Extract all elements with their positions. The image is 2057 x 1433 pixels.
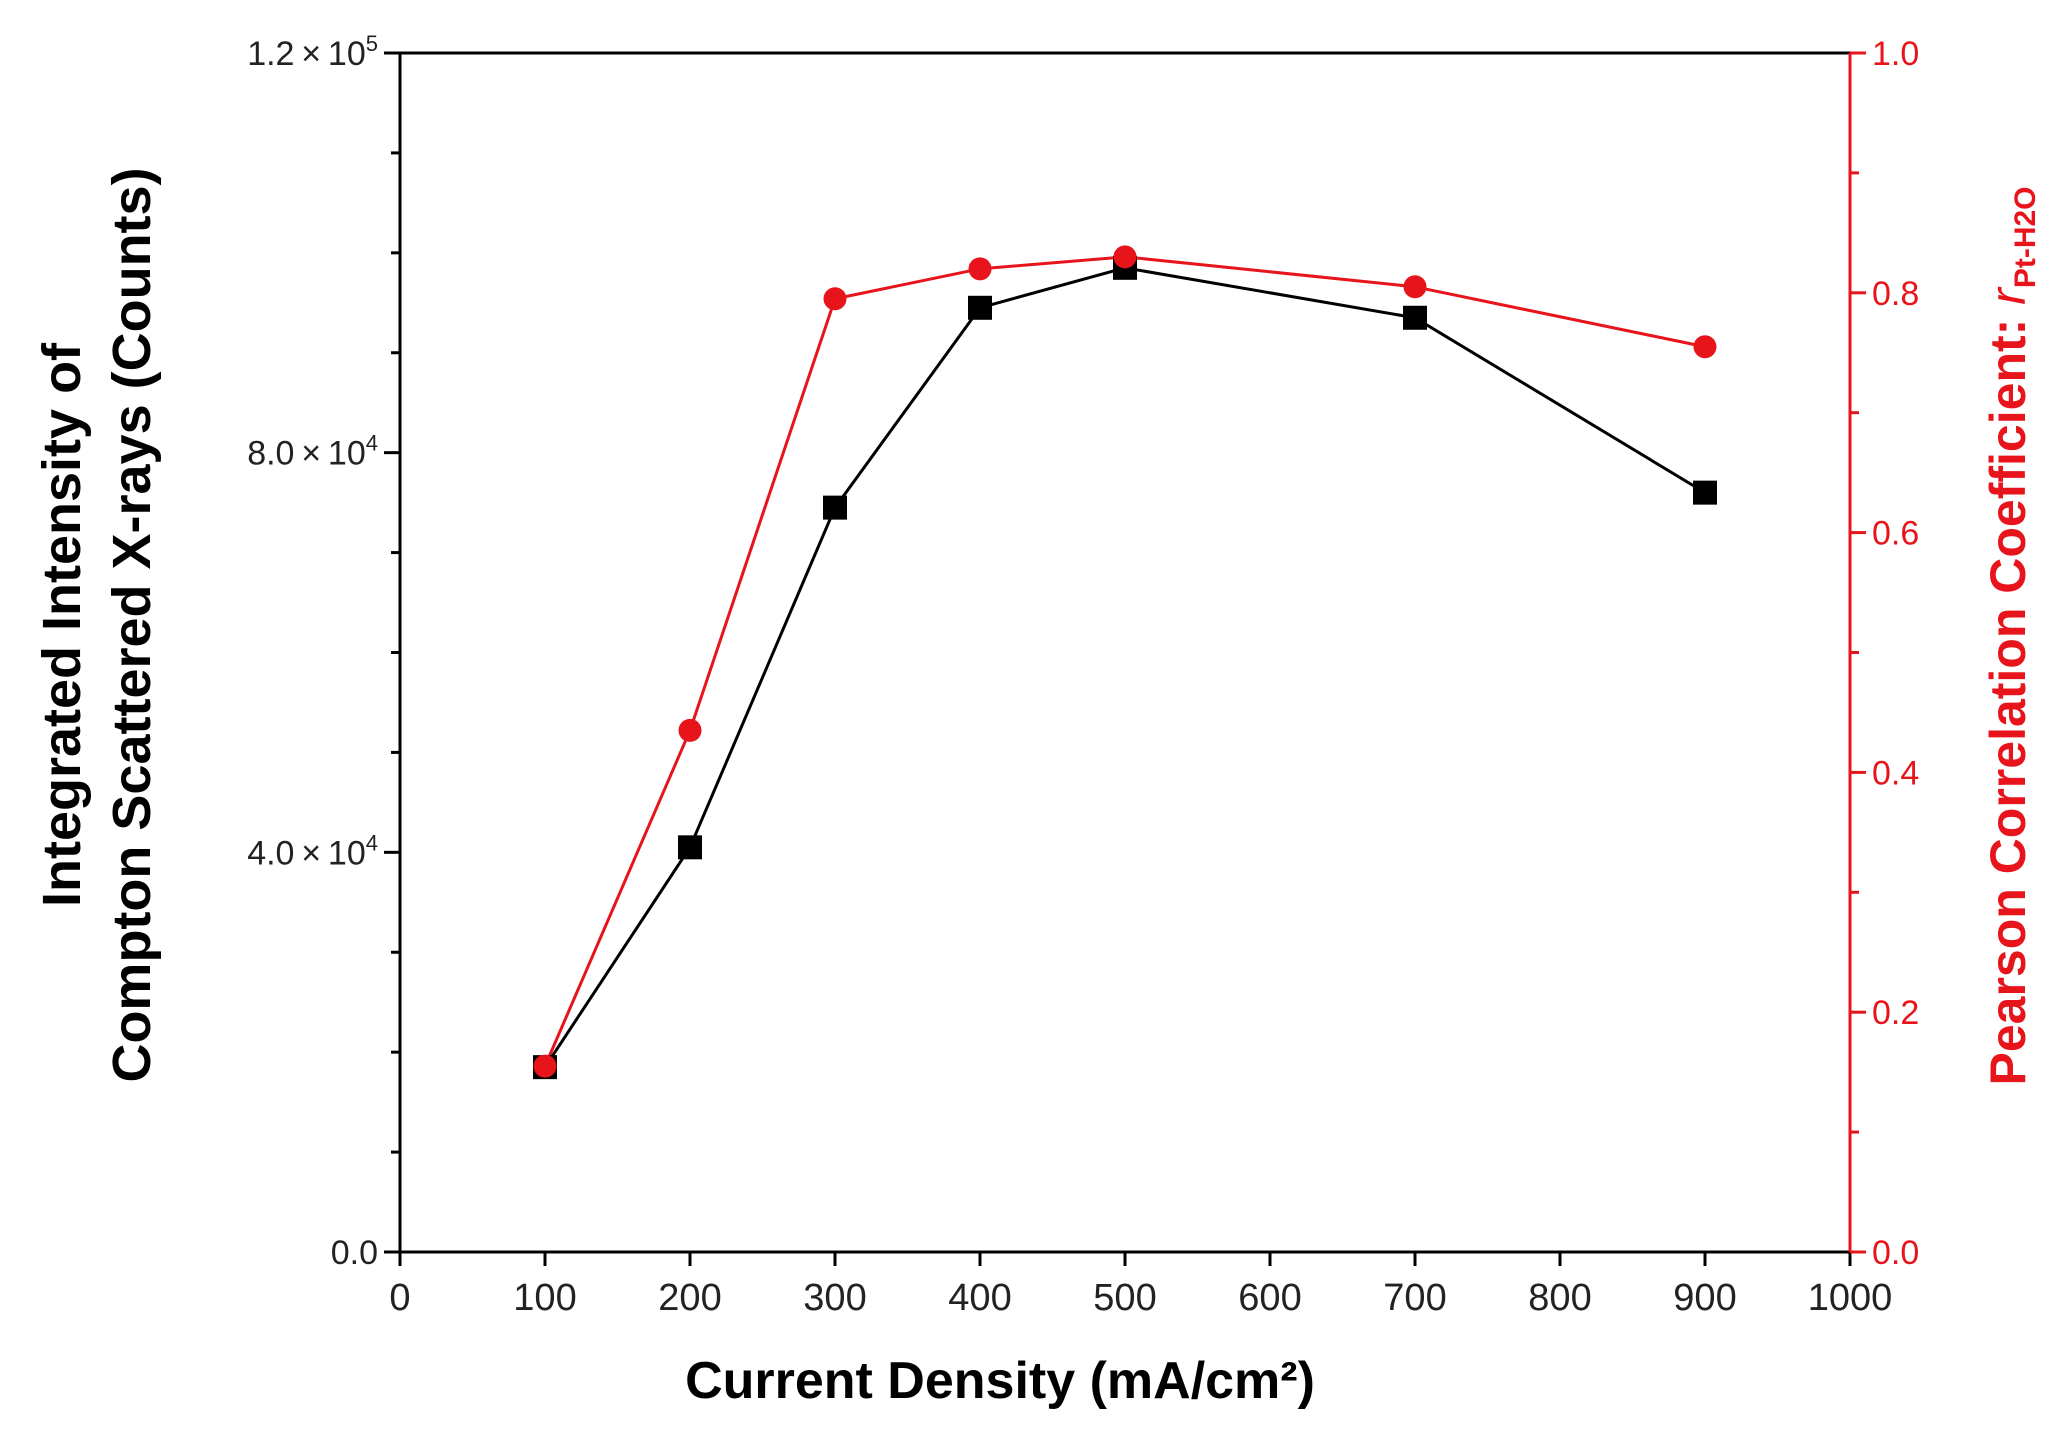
left-y-axis-label-line1: Integrated Intensity of <box>32 342 92 907</box>
pearson-point <box>1693 335 1717 359</box>
x-tick-label: 900 <box>1673 1277 1736 1319</box>
right-y-tick-label: 0.8 <box>1872 275 1919 313</box>
series-layer <box>533 245 1717 1080</box>
intensity-point <box>678 835 702 860</box>
left-y-axis: 0.0 4.0 × 104 8.0 × 104 1.2 × 105 <box>247 31 400 1272</box>
right-y-axis-label-r: r <box>1980 286 2036 305</box>
x-tick-label: 700 <box>1383 1277 1446 1319</box>
pearson-point <box>533 1054 557 1078</box>
pearson-point <box>1403 275 1427 299</box>
x-tick-label: 600 <box>1238 1277 1301 1319</box>
right-y-tick-label: 0.0 <box>1872 1234 1919 1272</box>
x-tick-label: 1000 <box>1808 1277 1893 1319</box>
pearson-point <box>968 257 992 281</box>
left-y-tick-label: 1.2 × 105 <box>247 31 378 73</box>
x-axis-label: Current Density (mA/cm²) <box>685 1352 1315 1410</box>
x-axis: 0 100 200 300 400 500 600 700 800 900 1000 <box>389 1252 1892 1319</box>
right-y-tick-label: 1.0 <box>1872 35 1919 73</box>
x-tick-label: 100 <box>513 1277 576 1319</box>
right-y-axis-label-main: Pearson Correlation Coefficient: <box>1980 305 2036 1086</box>
x-tick-label: 800 <box>1528 1277 1591 1319</box>
left-y-tick-label: 4.0 × 104 <box>247 830 378 872</box>
pearson-series-line <box>543 255 1706 1067</box>
plot-frame <box>398 51 1852 1254</box>
intensity-point <box>1693 480 1717 505</box>
right-y-axis-label: Pearson Correlation Coefficient: rPt-H2O <box>1980 186 2042 1085</box>
left-y-tick-label: 0.0 <box>331 1234 378 1272</box>
x-tick-label: 400 <box>948 1277 1011 1319</box>
right-y-tick-label: 0.2 <box>1872 994 1919 1032</box>
right-y-tick-label: 0.4 <box>1872 754 1919 792</box>
x-tick-label: 200 <box>658 1277 721 1319</box>
x-tick-label: 300 <box>803 1277 866 1319</box>
intensity-point <box>823 495 847 520</box>
intensity-point <box>968 295 992 320</box>
pearson-point <box>1113 245 1137 269</box>
pearson-point <box>678 718 702 742</box>
x-tick-label: 500 <box>1093 1277 1156 1319</box>
left-y-tick-label: 8.0 × 104 <box>247 431 378 473</box>
pearson-point <box>823 287 847 311</box>
x-tick-label: 0 <box>389 1277 410 1319</box>
right-y-axis-label-subscript: Pt-H2O <box>2009 186 2042 288</box>
intensity-series-line <box>543 266 1706 1068</box>
right-y-axis: 0.0 0.2 0.4 0.6 0.8 1.0 <box>1850 35 1919 1272</box>
left-y-axis-label-line2: Compton Scattered X-rays (Counts) <box>102 167 162 1082</box>
intensity-point <box>1403 305 1427 330</box>
right-y-tick-label: 0.6 <box>1872 515 1919 553</box>
